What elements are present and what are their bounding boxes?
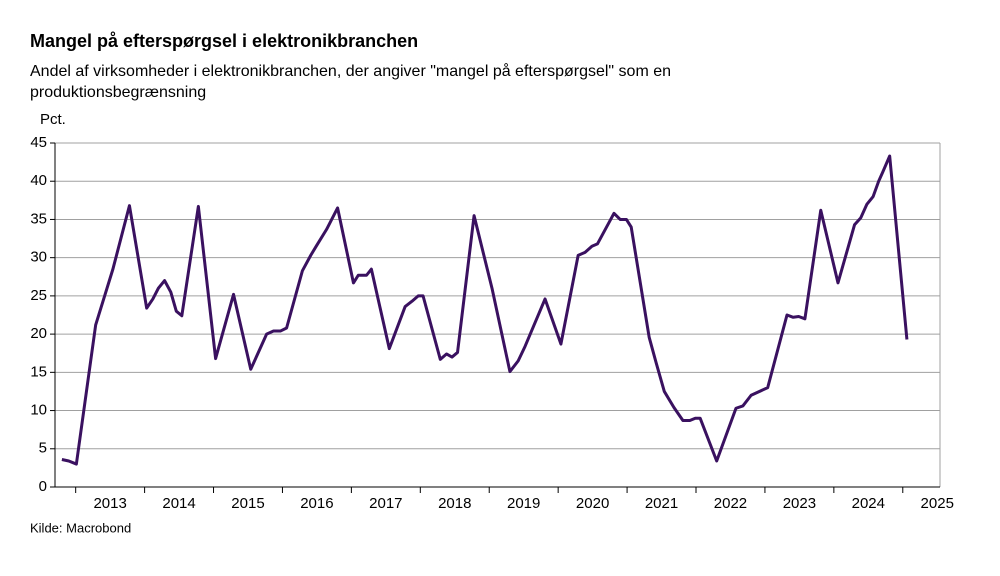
chart-title: Mangel på efterspørgsel i elektronikbran… [30, 31, 418, 51]
y-tick-label: 0 [39, 478, 47, 495]
x-tick-label: 2018 [438, 495, 471, 512]
y-tick-label: 25 [30, 287, 47, 304]
x-tick-label: 2023 [783, 495, 816, 512]
chart-subtitle: produktionsbegrænsning [30, 84, 206, 101]
y-tick-label: 40 [30, 172, 47, 189]
y-tick-label: 10 [30, 402, 47, 419]
x-tick-label: 2021 [645, 495, 678, 512]
source: Kilde: Macrobond [30, 520, 131, 535]
x-tick-label: 2025 [921, 495, 954, 512]
x-tick-label: 2024 [852, 495, 885, 512]
y-tick-label: 35 [30, 210, 47, 227]
y-tick-label: 20 [30, 325, 47, 342]
chart-subtitle: Andel af virksomheder i elektronikbranch… [30, 62, 671, 80]
x-tick-label: 2020 [576, 495, 609, 512]
y-tick-label: 30 [30, 249, 47, 266]
x-tick-label: 2013 [93, 495, 126, 512]
x-tick-label: 2017 [369, 495, 402, 512]
y-tick-label: 5 [39, 440, 47, 457]
x-tick-label: 2014 [162, 495, 195, 512]
x-tick-label: 2019 [507, 495, 540, 512]
y-tick-label: 15 [30, 363, 47, 380]
x-tick-label: 2016 [300, 495, 333, 512]
x-tick-label: 2022 [714, 495, 747, 512]
x-tick-label: 2015 [231, 495, 264, 512]
data-line [61, 154, 909, 466]
y-axis-label: Pct. [40, 111, 66, 128]
y-tick-label: 45 [30, 134, 47, 151]
